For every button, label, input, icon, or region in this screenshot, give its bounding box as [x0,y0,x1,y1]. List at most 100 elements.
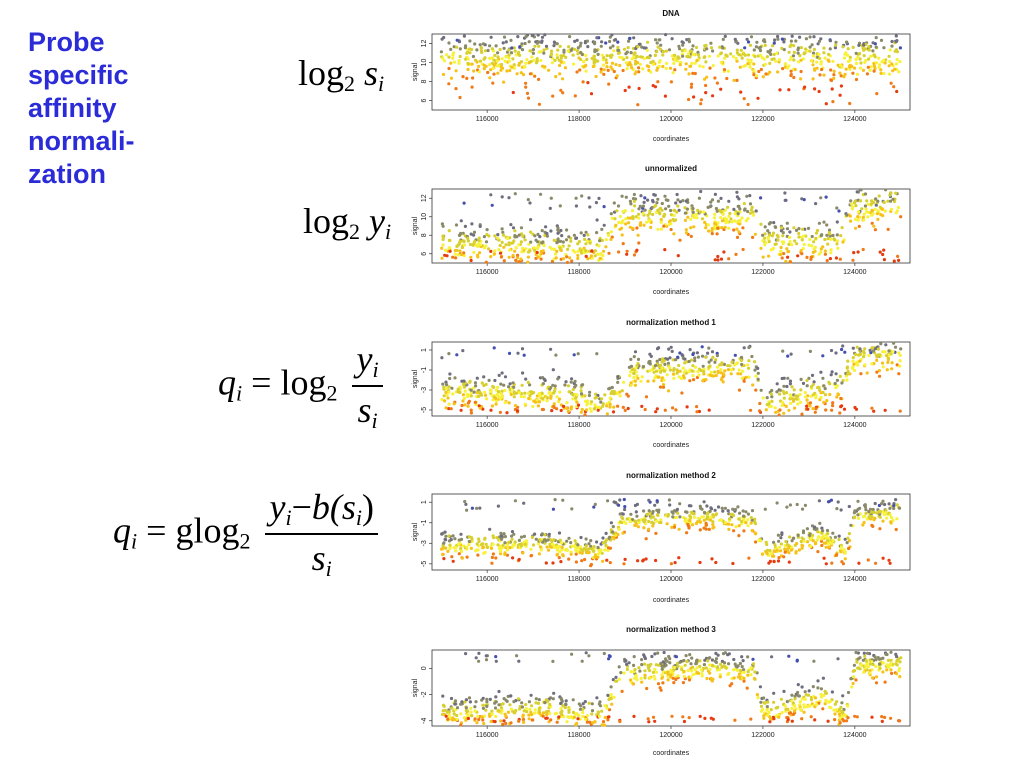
data-point [759,222,763,226]
data-point [649,60,653,65]
data-point [551,383,555,387]
data-point [863,654,867,658]
data-point [561,554,565,558]
data-point [449,61,453,65]
data-point [744,521,748,525]
data-point [786,543,790,547]
data-point [620,221,624,225]
data-point [878,205,882,209]
data-point [507,53,511,57]
data-point [764,408,768,412]
data-point [677,556,681,560]
data-point [761,707,765,712]
data-point [869,54,873,59]
data-point [481,703,485,707]
data-point [599,70,603,74]
data-point [490,709,494,713]
data-point [556,237,560,241]
data-point [803,697,807,701]
data-point [442,387,446,391]
data-point [464,652,468,656]
data-point [612,69,616,74]
data-point [825,528,830,533]
data-point [519,257,523,261]
data-point [875,358,879,362]
data-point [621,512,625,516]
data-point [508,248,512,252]
data-point [509,707,514,711]
data-point [630,57,634,61]
data-point [834,372,838,376]
data-point [689,49,694,53]
data-point [873,516,877,520]
data-point [786,376,790,380]
data-point [743,46,747,50]
data-point [644,395,649,399]
data-point [840,404,844,408]
data-point [749,35,754,39]
data-point [818,73,822,77]
data-point [736,505,740,509]
data-point [476,253,480,257]
data-point [722,68,727,72]
data-point [680,40,684,44]
data-point [824,408,828,412]
data-point [467,535,471,539]
data-point [625,67,629,71]
data-point [677,44,681,48]
data-point [831,59,835,64]
data-point [693,365,698,369]
data-point [879,71,883,75]
data-point [457,61,461,65]
data-point [663,248,667,252]
data-point [477,238,481,243]
data-point [551,659,555,664]
data-point [650,511,655,515]
data-point [502,259,506,263]
data-point [527,396,531,401]
data-point [648,676,652,680]
data-point [623,505,627,509]
data-point [655,513,660,517]
data-point [667,654,671,659]
data-point [869,202,873,206]
data-point [870,362,874,366]
data-point [831,100,835,104]
data-point [875,370,879,374]
data-point [549,196,553,200]
y-tick-label: 8 [421,79,428,83]
data-point [772,691,776,695]
data-point [802,242,806,247]
data-point [792,226,796,230]
data-point [579,535,583,540]
data-point [702,370,706,374]
data-point [573,94,577,98]
data-point [566,49,570,53]
data-point [486,247,491,251]
data-point [483,536,487,540]
data-point [713,370,717,374]
data-point [614,63,618,67]
data-point [475,506,479,510]
data-point [815,538,819,542]
data-point [806,226,811,230]
data-point [748,43,753,47]
x-tick-label: 124000 [843,576,866,583]
data-point [488,56,492,61]
data-point [899,656,903,660]
data-point [808,35,812,39]
data-point [519,394,523,399]
data-point [788,393,792,397]
data-point [573,385,577,389]
data-point [516,697,521,701]
data-point [762,716,766,720]
data-point [803,391,807,395]
data-point [648,209,652,213]
data-point [439,50,443,54]
data-point [872,409,876,413]
data-point [569,541,573,545]
data-point [481,542,485,546]
data-point [786,354,790,358]
data-point [633,383,638,387]
data-point [611,678,615,682]
